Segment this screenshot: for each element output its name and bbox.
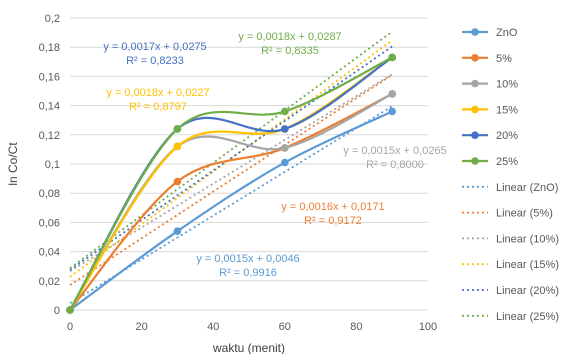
legend-label: Linear (ZnO) — [496, 182, 558, 194]
data-point — [173, 227, 182, 235]
series-line-2 — [69, 92, 393, 311]
data-point — [173, 142, 182, 151]
y-tick-label: 0,04 — [39, 247, 60, 259]
legend-swatch-marker — [471, 28, 479, 36]
trendline-2 — [69, 74, 393, 286]
y-axis-title: ln Co/Ct — [6, 142, 20, 186]
trend-equation-6: y = 0,0018x + 0,0287 — [238, 31, 341, 43]
data-point — [281, 158, 289, 167]
data-point — [281, 125, 289, 133]
legend-swatch-marker — [471, 157, 479, 165]
legend-swatch-marker — [471, 54, 479, 62]
trend-r2-1: R² = 0,9916 — [219, 267, 277, 279]
y-tick-label: 0,06 — [39, 217, 60, 229]
data-point — [173, 125, 182, 133]
legend-label: 10% — [496, 79, 518, 91]
trend-r2-6: R² = 0,8335 — [261, 45, 319, 57]
x-tick-label: 0 — [67, 321, 73, 333]
legend-swatch-marker — [471, 105, 479, 114]
legend-label: 20% — [496, 130, 518, 142]
trend-r2-5: R² = 0,8233 — [126, 55, 184, 67]
y-tick-label: 0,14 — [39, 101, 60, 113]
trend-equations: y = 0,0015x + 0,0046 R² = 0,9916 y = 0,001… — [103, 31, 446, 279]
trendline-5 — [69, 45, 393, 271]
legend-label: 5% — [496, 53, 512, 65]
legend-swatch-marker — [471, 131, 479, 139]
x-axis-title: waktu (menit) — [212, 341, 285, 354]
legend-label: 15% — [496, 104, 518, 116]
x-tick-label: 100 — [419, 321, 437, 333]
y-tick-label: 0,16 — [39, 71, 60, 83]
data-point — [388, 90, 397, 98]
data-point — [388, 107, 397, 116]
legend-label: Linear (25%) — [496, 311, 559, 323]
trend-r2-2: R² = 0,9172 — [304, 215, 362, 227]
trend-r2-3: R² = 0,8000 — [366, 159, 424, 171]
y-tick-label: 0,2 — [45, 13, 60, 25]
legend-label: 25% — [496, 156, 518, 168]
trendlines — [69, 30, 393, 305]
trend-equation-4: y = 0,0018x + 0,0227 — [106, 87, 209, 99]
legend-label: Linear (20%) — [496, 285, 559, 297]
y-tick-label: 0 — [54, 305, 60, 317]
axes: 0 0,02 0,04 0,06 0,08 0,1 0,12 0,14 0,16 0,18 0,2 0… — [6, 13, 437, 355]
trendline-6 — [69, 30, 393, 269]
x-tick-label: 40 — [207, 321, 219, 333]
legend-label: Linear (15%) — [496, 259, 559, 271]
x-tick-label: 60 — [279, 321, 291, 333]
trend-equation-3: y = 0,0015x + 0,0265 — [343, 145, 446, 157]
trend-r2-4: R² = 0,8797 — [129, 101, 187, 113]
data-point — [388, 53, 397, 62]
trendline-3 — [69, 73, 393, 273]
data-point — [281, 107, 289, 116]
series-lines — [66, 53, 397, 314]
series-line-6 — [69, 56, 393, 311]
trend-equation-2: y = 0,0016x + 0,0171 — [281, 201, 384, 213]
y-tick-label: 0,12 — [39, 130, 60, 142]
x-tick-label: 80 — [350, 321, 362, 333]
legend-label: Linear (10%) — [496, 233, 559, 245]
data-point — [281, 144, 289, 152]
trendline-4 — [69, 39, 393, 278]
data-point — [66, 306, 74, 314]
legend: ZnO 5% 10% 15% 20% 25% Linear (ZnO) Linear (5%)… — [462, 27, 559, 323]
data-point — [173, 177, 182, 186]
x-tick-label: 20 — [135, 321, 147, 333]
trend-equation-5: y = 0,0017x + 0,0275 — [103, 41, 206, 53]
legend-swatch-marker — [471, 79, 479, 88]
series-line-1 — [69, 110, 393, 311]
y-tick-label: 0,02 — [39, 276, 60, 288]
y-tick-label: 0,18 — [39, 42, 60, 54]
y-tick-label: 0,1 — [45, 159, 60, 171]
legend-label: ZnO — [496, 27, 518, 39]
legend-label: Linear (5%) — [496, 208, 553, 220]
y-tick-label: 0,08 — [39, 188, 60, 200]
trend-equation-1: y = 0,0015x + 0,0046 — [196, 253, 299, 265]
